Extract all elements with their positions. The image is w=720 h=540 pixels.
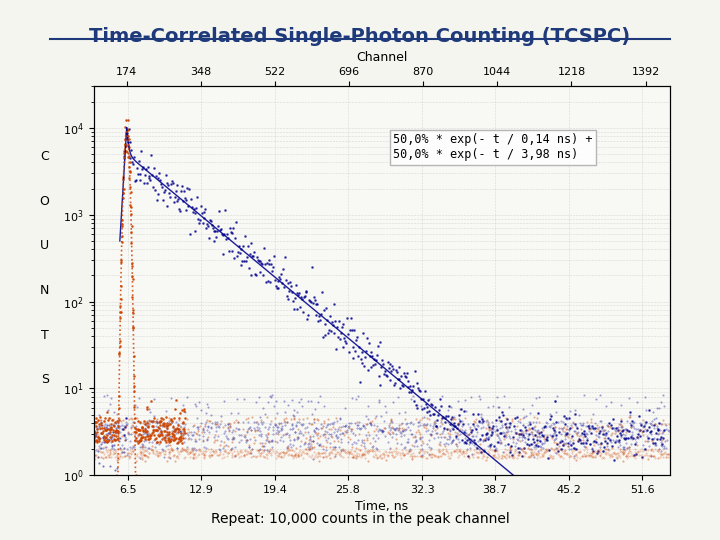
- X-axis label: Time, ns: Time, ns: [355, 501, 408, 514]
- X-axis label: Channel: Channel: [356, 51, 408, 64]
- Text: Time-Correlated Single-Photon Counting (TCSPC): Time-Correlated Single-Photon Counting (…: [89, 27, 631, 46]
- Text: T: T: [41, 329, 48, 342]
- Text: S: S: [40, 374, 49, 387]
- Text: U: U: [40, 239, 49, 252]
- Text: Repeat: 10,000 counts in the peak channel: Repeat: 10,000 counts in the peak channe…: [211, 512, 509, 526]
- Text: O: O: [40, 194, 50, 207]
- Text: N: N: [40, 284, 50, 297]
- Text: C: C: [40, 150, 49, 163]
- Text: 50,0% * exp(- t / 0,14 ns) +
50,0% * exp(- t / 3,98 ns): 50,0% * exp(- t / 0,14 ns) + 50,0% * exp…: [393, 133, 593, 161]
